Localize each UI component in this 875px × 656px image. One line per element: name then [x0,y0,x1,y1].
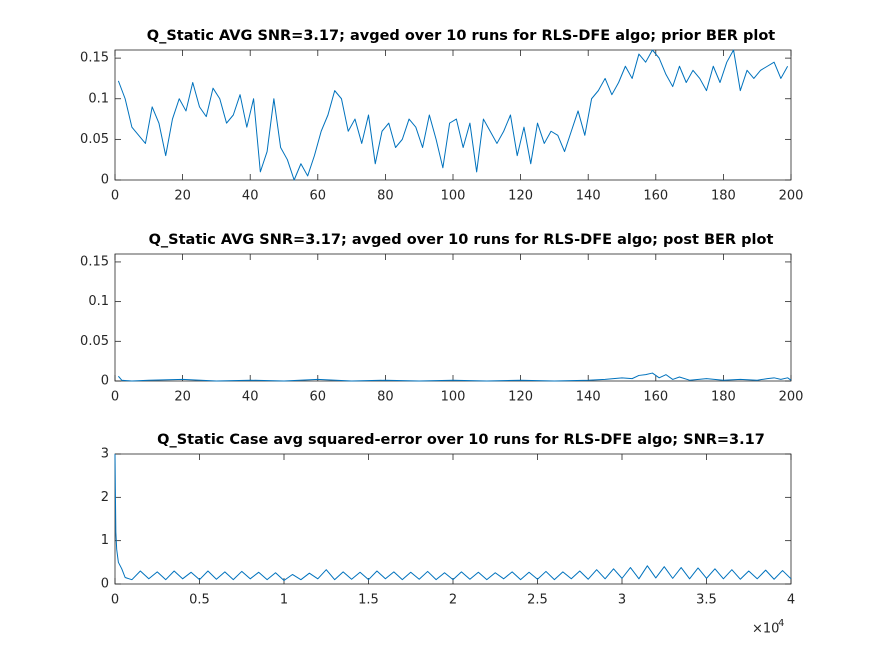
x-tick-label: 100 [441,390,466,405]
x-tick-label: 180 [711,189,736,204]
x-tick-label: 200 [779,390,804,405]
y-tick-label: 0.15 [80,254,109,269]
data-line [117,49,789,181]
y-tick-label: 0.15 [80,51,109,66]
chart-title: Q_Static AVG SNR=3.17; avged over 10 run… [147,28,776,44]
x-tick-label: 60 [310,189,327,204]
x-tick-label: 100 [441,189,466,204]
x-tick-label: 140 [576,189,601,204]
y-tick-label: 0.05 [80,132,109,147]
x-tick-label: 0 [111,189,119,204]
y-tick-label: 0 [101,173,109,188]
x-tick-label: 3 [618,593,626,608]
x-tick-label: 160 [643,390,668,405]
plot-area [114,453,792,585]
x-tick-label: 4 [787,593,795,608]
y-tick-label: 0.1 [88,294,109,309]
x-tick-label: 1 [280,593,288,608]
x-tick-label: 1.5 [358,593,379,608]
y-tick-label: 0 [101,374,109,389]
y-tick-label: 1 [101,533,109,548]
chart-title: Q_Static AVG SNR=3.17; avged over 10 run… [149,232,774,248]
x-tick-label: 0 [111,390,119,405]
x-tick-label: 160 [643,189,668,204]
y-tick-label: 3 [101,447,109,462]
plot-area [114,49,792,181]
x-tick-label: 20 [174,390,191,405]
x-tick-label: 140 [576,390,601,405]
x-tick-label: 0.5 [189,593,210,608]
x-tick-label: 0 [111,593,119,608]
y-tick-label: 0 [101,577,109,592]
x-tick-label: 80 [377,189,394,204]
x-tick-label: 2 [449,593,457,608]
x-tick-label: 80 [377,390,394,405]
x-multiplier-exponent: 4 [778,618,784,629]
x-tick-label: 2.5 [527,593,548,608]
y-tick-label: 2 [101,490,109,505]
data-line [114,453,792,582]
x-tick-label: 60 [310,390,327,405]
y-tick-label: 0.1 [88,91,109,106]
x-tick-label: 20 [174,189,191,204]
x-tick-label: 120 [508,189,533,204]
x-tick-label: 120 [508,390,533,405]
x-tick-label: 180 [711,390,736,405]
x-tick-label: 40 [242,189,259,204]
x-tick-label: 3.5 [696,593,717,608]
chart-title: Q_Static Case avg squared-error over 10 … [157,432,765,448]
x-multiplier-base: ×10 [752,622,779,637]
data-line [117,372,792,382]
x-tick-label: 40 [242,390,259,405]
x-tick-label: 200 [779,189,804,204]
y-tick-label: 0.05 [80,334,109,349]
plot-area [114,253,792,382]
